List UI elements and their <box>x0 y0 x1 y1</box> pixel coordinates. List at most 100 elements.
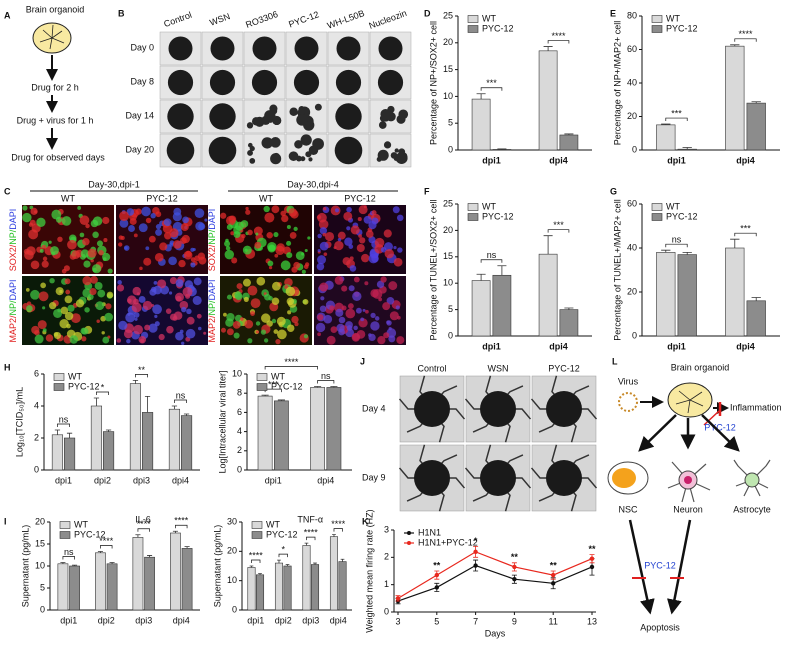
micrograph-cell <box>168 291 173 295</box>
micrograph-cell <box>120 235 125 240</box>
panel-l: Brain organoid Virus Inflammation PYC-12… <box>607 362 782 632</box>
micrograph-cell <box>373 252 379 259</box>
panel-letter: A <box>4 10 11 20</box>
micrograph-cell <box>26 246 36 256</box>
bar <box>63 437 76 471</box>
micrograph-cell <box>104 312 114 322</box>
micrograph-cell <box>386 320 392 326</box>
micrograph-cell <box>393 245 397 250</box>
micrograph-cell <box>348 285 355 292</box>
micrograph-cell <box>350 225 360 235</box>
micrograph-cell <box>25 287 30 292</box>
micrograph-cell <box>116 284 125 292</box>
x-tick-label: 9 <box>512 616 517 626</box>
column-label: WSN <box>488 363 509 373</box>
significance-bracket <box>480 87 503 91</box>
organoid-fragment <box>305 151 312 158</box>
significance-bracket <box>278 553 288 558</box>
error-bar <box>93 397 100 406</box>
micrograph-cell <box>231 257 238 264</box>
micrograph-cell <box>226 224 233 231</box>
micrograph-cell <box>371 210 377 216</box>
legend-label: WT <box>271 371 285 381</box>
micrograph-cell <box>232 321 241 329</box>
error-bar <box>497 148 507 150</box>
organoid <box>167 69 194 96</box>
bar <box>329 536 338 611</box>
micrograph-cell <box>178 259 186 268</box>
micrograph-cell <box>30 289 40 300</box>
astrocyte-icon <box>744 472 760 488</box>
x-axis-label: Days <box>485 628 506 638</box>
legend-swatch <box>467 25 479 33</box>
point <box>473 549 478 555</box>
column-label: PYC-12 <box>344 193 376 203</box>
row-label-part: MAP2/ <box>207 315 217 343</box>
micrograph-cell <box>338 316 346 324</box>
row-label-part: SOX2/ <box>207 244 217 271</box>
y-tick-label: 20 <box>443 225 453 235</box>
x-tick-label: dpi1 <box>265 475 282 485</box>
micrograph-cell <box>180 223 189 232</box>
error-bar <box>60 562 66 564</box>
bar <box>746 102 766 151</box>
arrow <box>667 519 692 615</box>
micrograph-cell <box>346 226 351 231</box>
micrograph-cell <box>59 289 63 294</box>
micrograph-cell <box>159 242 168 251</box>
significance-bracket <box>306 536 316 541</box>
y-tick-label: 3 <box>384 524 389 534</box>
bar <box>102 431 115 471</box>
micrograph-cell <box>384 248 394 259</box>
micrograph-cell <box>271 297 280 306</box>
micrograph-cell <box>349 256 354 261</box>
micrograph-cell <box>228 215 237 224</box>
error-bar <box>543 235 553 255</box>
y-tick-label: 5 <box>448 118 453 128</box>
x-tick-label: dpi1 <box>667 341 686 351</box>
micrograph-cell <box>181 341 185 345</box>
error-bar <box>183 413 190 416</box>
micrograph-cell <box>275 245 285 255</box>
micrograph-cell <box>319 282 329 292</box>
y-axis-label: Log₁₀[TCID₅₀]/mL <box>14 387 24 457</box>
bar <box>326 387 342 471</box>
micrograph-cell <box>243 296 249 302</box>
arrow <box>628 519 655 615</box>
y-tick-label: 80 <box>627 10 637 20</box>
error-bar <box>564 133 574 135</box>
cell-label: Neuron <box>673 504 703 514</box>
y-tick-label: 60 <box>627 198 637 208</box>
significance-label: * <box>281 545 285 555</box>
micrograph-cell <box>155 224 162 230</box>
micrograph-cell <box>220 212 227 219</box>
organoid-fragment <box>288 151 299 161</box>
row-label-part: MAP2/ <box>8 315 18 343</box>
legend-swatch <box>53 383 65 391</box>
bar <box>129 383 142 471</box>
y-tick-label: 10 <box>443 91 453 101</box>
micrograph-cell <box>288 208 298 217</box>
organoid <box>546 391 582 427</box>
legend-swatch <box>651 213 663 221</box>
micrograph-cell <box>102 336 110 344</box>
organoid <box>334 136 363 165</box>
micrograph-cell <box>362 308 366 312</box>
micrograph-cell <box>102 216 110 225</box>
micrograph-cell <box>286 297 295 306</box>
micrograph-cell <box>145 217 152 224</box>
micrograph-cell <box>164 232 172 240</box>
error-bar <box>172 530 178 533</box>
significance-bracket <box>96 391 109 395</box>
micrograph-cell <box>374 316 380 321</box>
micrograph-cell <box>70 313 81 324</box>
y-tick-label: 0 <box>40 604 45 614</box>
organoid <box>210 36 235 61</box>
significance-label: *** <box>486 78 497 88</box>
micrograph-cell <box>152 304 162 315</box>
bar <box>170 532 181 611</box>
row-label-part: DAPI <box>8 209 18 230</box>
micrograph-cell <box>323 314 333 324</box>
micrograph-cell <box>48 240 52 244</box>
error-bar <box>661 249 671 253</box>
